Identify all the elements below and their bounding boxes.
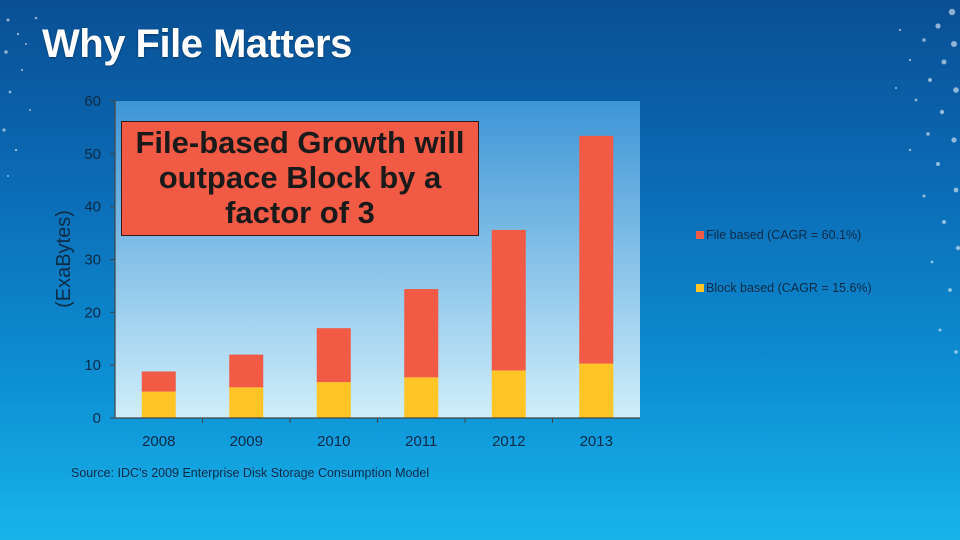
growth-callout-text: File-based Growth will outpace Block by …: [135, 125, 465, 230]
x-tick-label-2011: 2011: [405, 433, 437, 450]
legend-swatch-block: [696, 284, 704, 292]
source-citation: Source: IDC's 2009 Enterprise Disk Stora…: [71, 466, 430, 480]
decorative-dot-pattern-right: [895, 8, 960, 354]
y-axis-label: (ExaBytes): [53, 210, 75, 308]
bar-block-2008: [141, 391, 176, 418]
x-tick-label-2013: 2013: [580, 433, 613, 450]
legend-swatch-file: [696, 231, 704, 239]
y-tick-label-10: 10: [84, 357, 101, 374]
x-tick-label-2009: 2009: [230, 433, 263, 450]
y-tick-label-40: 40: [84, 199, 101, 216]
growth-callout-box: File-based Growth will outpace Block by …: [121, 121, 479, 236]
y-tick-label-30: 30: [84, 252, 101, 269]
y-tick-label-0: 0: [93, 410, 101, 427]
bar-file-2010: [316, 328, 351, 383]
bar-block-2009: [229, 387, 264, 418]
bar-file-2009: [229, 354, 264, 388]
x-tick-label-2010: 2010: [317, 433, 350, 450]
y-tick-label-60: 60: [84, 93, 101, 110]
y-tick-label-50: 50: [84, 146, 101, 163]
legend-item-file: File based (CAGR = 60.1%): [696, 228, 861, 242]
bar-file-2008: [141, 371, 176, 392]
y-tick-label-20: 20: [84, 304, 101, 321]
bar-block-2010: [316, 382, 351, 418]
legend-label-block: Block based (CAGR = 15.6%): [706, 281, 872, 295]
x-tick-label-2008: 2008: [142, 433, 175, 450]
bar-file-2013: [579, 135, 614, 364]
bar-file-2012: [491, 229, 526, 371]
decorative-dot-pattern-left: [2, 16, 38, 177]
legend-item-block: Block based (CAGR = 15.6%): [696, 281, 872, 295]
x-tick-label-2012: 2012: [492, 433, 525, 450]
bar-block-2013: [579, 363, 614, 418]
bar-block-2012: [491, 370, 526, 418]
legend-label-file: File based (CAGR = 60.1%): [706, 228, 862, 242]
bar-block-2011: [404, 377, 439, 418]
bar-file-2011: [404, 289, 439, 378]
slide-title: Why File Matters: [42, 22, 352, 66]
